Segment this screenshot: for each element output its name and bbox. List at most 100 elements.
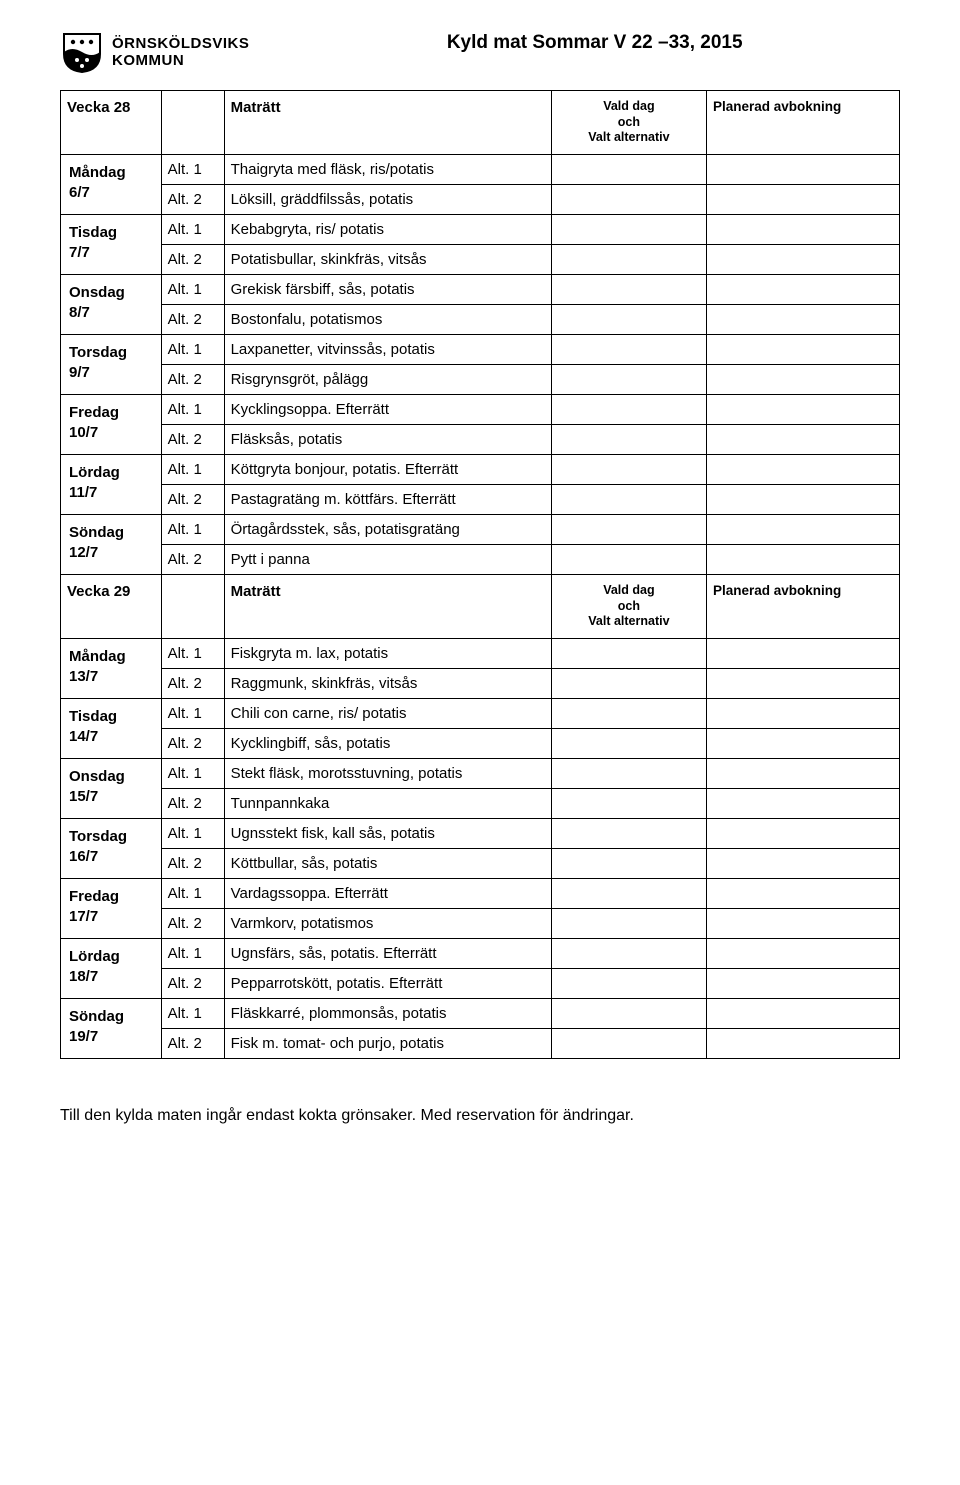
alt-label: Alt. 1 — [161, 454, 224, 484]
vald-cell — [551, 454, 706, 484]
vald-cell — [551, 878, 706, 908]
dish-cell: Potatisbullar, skinkfräs, vitsås — [224, 244, 551, 274]
vald-cell — [551, 214, 706, 244]
week-label: Vecka 28 — [61, 91, 162, 155]
column-header-plan: Planerad avbokning — [707, 574, 900, 638]
dish-cell: Örtagårdsstek, sås, potatisgratäng — [224, 514, 551, 544]
plan-cell — [707, 364, 900, 394]
dish-cell: Vardagssoppa. Efterrätt — [224, 878, 551, 908]
dish-cell: Risgrynsgröt, pålägg — [224, 364, 551, 394]
week-blank — [161, 574, 224, 638]
column-header-dish: Maträtt — [224, 574, 551, 638]
day-cell: Torsdag16/7 — [61, 818, 162, 878]
plan-cell — [707, 184, 900, 214]
document-title: Kyld mat Sommar V 22 –33, 2015 — [249, 30, 900, 54]
alt-label: Alt. 1 — [161, 334, 224, 364]
alt-label: Alt. 2 — [161, 1028, 224, 1058]
plan-cell — [707, 758, 900, 788]
day-cell: Lördag11/7 — [61, 454, 162, 514]
alt-label: Alt. 1 — [161, 638, 224, 668]
alt-label: Alt. 1 — [161, 394, 224, 424]
plan-cell — [707, 728, 900, 758]
vald-cell — [551, 154, 706, 184]
dish-cell: Köttbullar, sås, potatis — [224, 848, 551, 878]
alt-label: Alt. 2 — [161, 544, 224, 574]
dish-cell: Pepparrotskött, potatis. Efterrätt — [224, 968, 551, 998]
day-cell: Måndag13/7 — [61, 638, 162, 698]
alt-label: Alt. 2 — [161, 364, 224, 394]
day-cell: Fredag10/7 — [61, 394, 162, 454]
plan-cell — [707, 878, 900, 908]
vald-cell — [551, 818, 706, 848]
alt-label: Alt. 2 — [161, 424, 224, 454]
week-label: Vecka 29 — [61, 574, 162, 638]
dish-cell: Fiskgryta m. lax, potatis — [224, 638, 551, 668]
vald-cell — [551, 968, 706, 998]
vald-cell — [551, 274, 706, 304]
vald-cell — [551, 668, 706, 698]
dish-cell: Löksill, gräddfilssås, potatis — [224, 184, 551, 214]
dish-cell: Tunnpannkaka — [224, 788, 551, 818]
plan-cell — [707, 968, 900, 998]
alt-label: Alt. 2 — [161, 484, 224, 514]
dish-cell: Kebabgryta, ris/ potatis — [224, 214, 551, 244]
plan-cell — [707, 908, 900, 938]
org-name-line1: ÖRNSKÖLDSVIKS — [112, 35, 249, 52]
column-header-vald: Vald dagochValt alternativ — [551, 91, 706, 155]
vald-cell — [551, 728, 706, 758]
vald-cell — [551, 938, 706, 968]
dish-cell: Varmkorv, potatismos — [224, 908, 551, 938]
dish-cell: Fläskkarré, plommonsås, potatis — [224, 998, 551, 1028]
alt-label: Alt. 1 — [161, 514, 224, 544]
day-cell: Lördag18/7 — [61, 938, 162, 998]
dish-cell: Thaigryta med fläsk, ris/potatis — [224, 154, 551, 184]
vald-cell — [551, 484, 706, 514]
vald-cell — [551, 304, 706, 334]
alt-label: Alt. 2 — [161, 728, 224, 758]
plan-cell — [707, 214, 900, 244]
vald-cell — [551, 638, 706, 668]
alt-label: Alt. 1 — [161, 998, 224, 1028]
day-cell: Tisdag14/7 — [61, 698, 162, 758]
plan-cell — [707, 938, 900, 968]
vald-cell — [551, 544, 706, 574]
plan-cell — [707, 1028, 900, 1058]
vald-cell — [551, 514, 706, 544]
vald-cell — [551, 424, 706, 454]
alt-label: Alt. 2 — [161, 668, 224, 698]
dish-cell: Pytt i panna — [224, 544, 551, 574]
plan-cell — [707, 514, 900, 544]
alt-label: Alt. 2 — [161, 908, 224, 938]
alt-label: Alt. 1 — [161, 878, 224, 908]
plan-cell — [707, 788, 900, 818]
org-logo-block: ÖRNSKÖLDSVIKS KOMMUN — [60, 30, 249, 74]
vald-cell — [551, 908, 706, 938]
dish-cell: Raggmunk, skinkfräs, vitsås — [224, 668, 551, 698]
menu-table: Vecka 28 Maträtt Vald dagochValt alternati… — [60, 90, 900, 1059]
vald-cell — [551, 788, 706, 818]
day-cell: Söndag12/7 — [61, 514, 162, 574]
plan-cell — [707, 818, 900, 848]
alt-label: Alt. 2 — [161, 968, 224, 998]
plan-cell — [707, 848, 900, 878]
alt-label: Alt. 2 — [161, 848, 224, 878]
plan-cell — [707, 998, 900, 1028]
plan-cell — [707, 544, 900, 574]
dish-cell: Kycklingsoppa. Efterrätt — [224, 394, 551, 424]
alt-label: Alt. 1 — [161, 214, 224, 244]
dish-cell: Ugnsstekt fisk, kall sås, potatis — [224, 818, 551, 848]
alt-label: Alt. 1 — [161, 698, 224, 728]
day-cell: Torsdag9/7 — [61, 334, 162, 394]
org-name-line2: KOMMUN — [112, 52, 249, 69]
vald-cell — [551, 848, 706, 878]
dish-cell: Stekt fläsk, morotsstuvning, potatis — [224, 758, 551, 788]
shield-icon — [60, 30, 104, 74]
dish-cell: Fläsksås, potatis — [224, 424, 551, 454]
vald-cell — [551, 244, 706, 274]
dish-cell: Fisk m. tomat- och purjo, potatis — [224, 1028, 551, 1058]
vald-cell — [551, 364, 706, 394]
plan-cell — [707, 454, 900, 484]
plan-cell — [707, 274, 900, 304]
alt-label: Alt. 1 — [161, 758, 224, 788]
alt-label: Alt. 2 — [161, 184, 224, 214]
